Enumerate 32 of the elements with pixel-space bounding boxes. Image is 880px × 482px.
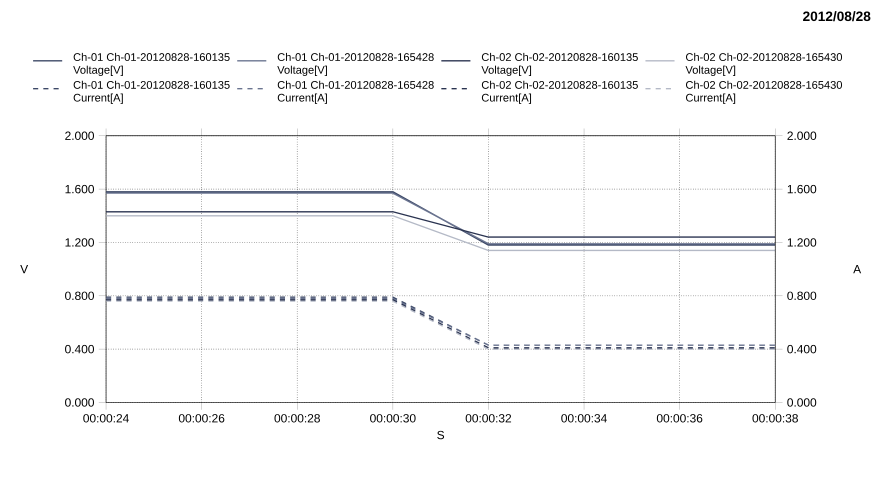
legend-label: Ch-02 Ch-02-20120828-160135 Current[A] [482, 80, 638, 104]
y-tick-label: 0.000 [65, 398, 94, 407]
x-tick-label: 00:00:28 [274, 414, 320, 422]
y2-tick-label: 0.000 [787, 398, 816, 407]
y-axis-title: V [20, 265, 28, 274]
x-tick-label: 00:00:38 [752, 414, 798, 422]
x-axis-title: S [437, 430, 444, 440]
text: 2012/08/28 [803, 11, 870, 22]
x-tick-label: 00:00:32 [466, 414, 512, 422]
y2-axis-title: A [853, 265, 862, 274]
legend-label: Ch-01 Ch-01-20120828-160135 Voltage[V] [73, 52, 230, 76]
x-tick-label: 00:00:30 [370, 414, 416, 422]
legend-label: Ch-01 Ch-01-20120828-165428 Voltage[V] [277, 52, 434, 76]
y2-tick-label: 0.400 [787, 344, 816, 354]
x-tick-label: 00:00:36 [656, 414, 702, 422]
legend-label: Ch-02 Ch-02-20120828-160135 Voltage[V] [481, 52, 638, 76]
y2-tick-label: 1.600 [788, 184, 816, 194]
y2-tick-label: 1.200 [788, 238, 816, 247]
y-tick-label: 1.600 [66, 184, 94, 194]
legend-label: Ch-02 Ch-02-20120828-165430 Current[A] [686, 80, 842, 104]
legend-label: Ch-01 Ch-01-20120828-165428 Current[A] [278, 80, 434, 104]
y2-tick-label: 0.800 [787, 292, 816, 300]
y-tick-label: 2.000 [65, 132, 94, 140]
x-tick-label: 00:00:24 [83, 414, 129, 422]
y-tick-label: 1.200 [66, 238, 94, 247]
legend-label: Ch-01 Ch-01-20120828-160135 Current[A] [74, 80, 230, 104]
y-tick-label: 0.400 [65, 344, 94, 354]
legend-label: Ch-02 Ch-02-20120828-165430 Voltage[V] [686, 52, 842, 76]
x-tick-label: 00:00:34 [561, 414, 607, 422]
y2-tick-label: 2.000 [787, 132, 816, 140]
x-tick-label: 00:00:26 [178, 414, 224, 422]
y-tick-label: 0.800 [65, 292, 94, 300]
